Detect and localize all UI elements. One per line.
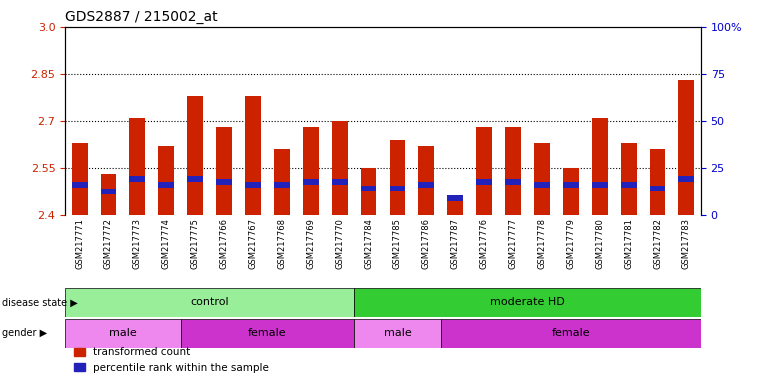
Bar [303, 179, 319, 185]
Bar [563, 182, 579, 188]
Text: GSM217774: GSM217774 [162, 218, 171, 269]
Text: GSM217777: GSM217777 [509, 218, 518, 270]
Bar [216, 127, 232, 215]
Bar [216, 179, 232, 185]
Text: GSM217779: GSM217779 [566, 218, 575, 269]
Bar [354, 288, 701, 317]
Bar [679, 176, 695, 182]
Bar [65, 319, 181, 348]
Bar [187, 176, 203, 182]
Bar [679, 80, 695, 215]
Text: disease state ▶: disease state ▶ [2, 297, 77, 308]
Text: moderate HD: moderate HD [490, 297, 565, 308]
Bar [274, 149, 290, 215]
Bar [159, 146, 174, 215]
Bar [440, 319, 701, 348]
Text: GSM217782: GSM217782 [653, 218, 662, 269]
Text: control: control [190, 297, 229, 308]
Bar [592, 182, 607, 188]
Bar [71, 182, 87, 188]
Bar [447, 195, 463, 200]
Text: GSM217787: GSM217787 [450, 218, 460, 270]
Bar [447, 199, 463, 215]
Bar [476, 127, 492, 215]
Text: female: female [248, 328, 286, 338]
Text: GSM217770: GSM217770 [336, 218, 344, 269]
Bar [650, 149, 666, 215]
Text: GSM217781: GSM217781 [624, 218, 633, 269]
Text: GSM217775: GSM217775 [191, 218, 200, 269]
Bar [159, 182, 174, 188]
Bar [534, 143, 550, 215]
Bar [129, 176, 146, 182]
Bar [100, 174, 116, 215]
Bar [65, 288, 354, 317]
Bar [181, 319, 354, 348]
Bar [332, 121, 348, 215]
Text: GSM217783: GSM217783 [682, 218, 691, 270]
Bar [245, 96, 261, 215]
Bar [620, 182, 637, 188]
Bar [187, 96, 203, 215]
Text: GSM217772: GSM217772 [104, 218, 113, 269]
Bar [71, 143, 87, 215]
Bar [100, 189, 116, 194]
Text: GSM217778: GSM217778 [538, 218, 546, 270]
Bar [620, 143, 637, 215]
Text: male: male [384, 328, 411, 338]
Text: GSM217776: GSM217776 [480, 218, 489, 270]
Bar [389, 185, 405, 191]
Bar [418, 182, 434, 188]
Text: GDS2887 / 215002_at: GDS2887 / 215002_at [65, 10, 218, 25]
Bar [505, 179, 521, 185]
Text: GSM217785: GSM217785 [393, 218, 402, 269]
Bar [354, 319, 440, 348]
Bar [418, 146, 434, 215]
Text: gender ▶: gender ▶ [2, 328, 47, 338]
Bar [505, 127, 521, 215]
Bar [129, 118, 146, 215]
Bar [361, 185, 377, 191]
Text: GSM217771: GSM217771 [75, 218, 84, 269]
Bar [332, 179, 348, 185]
Bar [476, 179, 492, 185]
Legend: transformed count, percentile rank within the sample: transformed count, percentile rank withi… [70, 343, 273, 377]
Text: GSM217767: GSM217767 [248, 218, 257, 270]
Text: GSM217780: GSM217780 [595, 218, 604, 269]
Text: male: male [109, 328, 137, 338]
Bar [274, 182, 290, 188]
Bar [245, 182, 261, 188]
Text: female: female [552, 328, 590, 338]
Bar [563, 168, 579, 215]
Text: GSM217768: GSM217768 [277, 218, 286, 270]
Bar [650, 185, 666, 191]
Text: GSM217786: GSM217786 [422, 218, 430, 270]
Bar [361, 168, 377, 215]
Text: GSM217766: GSM217766 [220, 218, 228, 270]
Bar [303, 127, 319, 215]
Bar [534, 182, 550, 188]
Bar [389, 140, 405, 215]
Text: GSM217769: GSM217769 [306, 218, 316, 269]
Text: GSM217773: GSM217773 [133, 218, 142, 270]
Text: GSM217784: GSM217784 [364, 218, 373, 269]
Bar [592, 118, 607, 215]
